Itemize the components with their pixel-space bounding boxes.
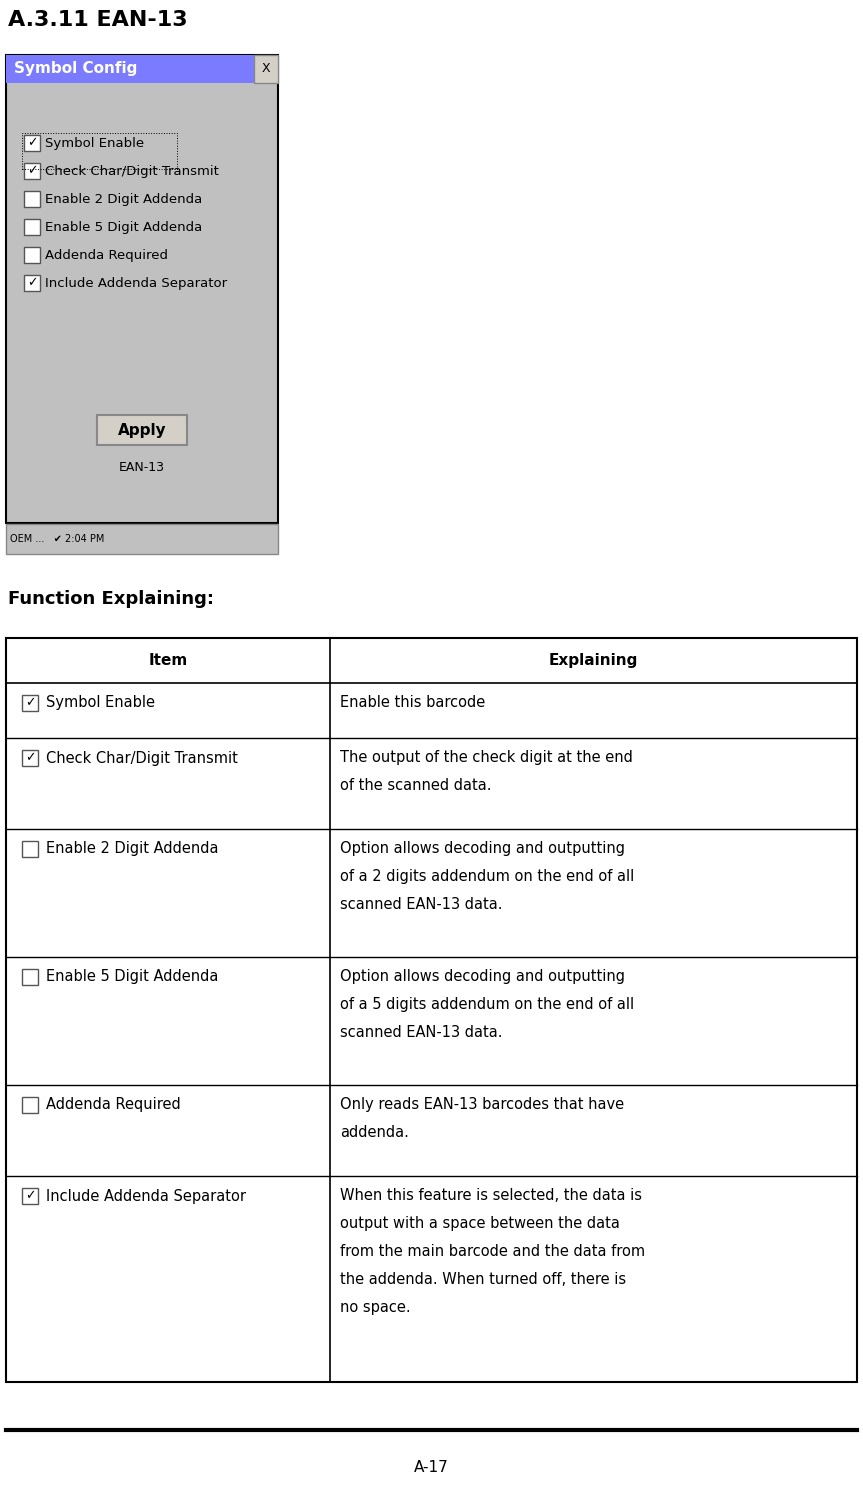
FancyBboxPatch shape xyxy=(22,1097,38,1113)
FancyBboxPatch shape xyxy=(22,841,38,857)
Text: Option allows decoding and outputting: Option allows decoding and outputting xyxy=(340,841,625,856)
FancyBboxPatch shape xyxy=(24,275,40,291)
Text: ✓: ✓ xyxy=(25,697,35,709)
Text: Symbol Enable: Symbol Enable xyxy=(45,137,144,150)
Text: Enable this barcode: Enable this barcode xyxy=(340,695,485,710)
Text: EAN-13: EAN-13 xyxy=(119,462,165,474)
Text: of a 2 digits addendum on the end of all: of a 2 digits addendum on the end of all xyxy=(340,869,634,884)
Text: Include Addenda Separator: Include Addenda Separator xyxy=(46,1189,246,1204)
FancyBboxPatch shape xyxy=(24,163,40,178)
Text: of the scanned data.: of the scanned data. xyxy=(340,779,492,794)
Text: of a 5 digits addendum on the end of all: of a 5 digits addendum on the end of all xyxy=(340,997,634,1012)
Text: Include Addenda Separator: Include Addenda Separator xyxy=(45,276,227,290)
Text: Option allows decoding and outputting: Option allows decoding and outputting xyxy=(340,969,625,984)
Text: Only reads EAN-13 barcodes that have: Only reads EAN-13 barcodes that have xyxy=(340,1097,624,1112)
Text: Enable 5 Digit Addenda: Enable 5 Digit Addenda xyxy=(46,969,218,985)
Text: Apply: Apply xyxy=(117,422,167,437)
FancyBboxPatch shape xyxy=(6,55,278,83)
FancyBboxPatch shape xyxy=(6,55,278,523)
Text: ✓: ✓ xyxy=(25,1189,35,1202)
Text: Function Explaining:: Function Explaining: xyxy=(8,590,214,608)
FancyBboxPatch shape xyxy=(6,525,278,554)
Text: ✓: ✓ xyxy=(27,137,37,150)
Text: A.3.11 EAN-13: A.3.11 EAN-13 xyxy=(8,10,187,30)
Text: addenda.: addenda. xyxy=(340,1125,409,1140)
FancyBboxPatch shape xyxy=(22,1187,38,1204)
Text: ✓: ✓ xyxy=(27,276,37,290)
FancyBboxPatch shape xyxy=(97,415,187,444)
Text: When this feature is selected, the data is: When this feature is selected, the data … xyxy=(340,1187,642,1204)
Text: X: X xyxy=(261,62,270,76)
Text: scanned EAN-13 data.: scanned EAN-13 data. xyxy=(340,1025,502,1040)
FancyBboxPatch shape xyxy=(24,218,40,235)
Text: Addenda Required: Addenda Required xyxy=(46,1098,180,1113)
Text: Check Char/Digit Transmit: Check Char/Digit Transmit xyxy=(46,750,238,765)
Text: Enable 5 Digit Addenda: Enable 5 Digit Addenda xyxy=(45,220,202,233)
Text: Symbol Enable: Symbol Enable xyxy=(46,695,155,710)
Text: the addenda. When turned off, there is: the addenda. When turned off, there is xyxy=(340,1272,627,1287)
FancyBboxPatch shape xyxy=(6,637,857,1382)
Text: Check Char/Digit Transmit: Check Char/Digit Transmit xyxy=(45,165,219,177)
Text: ✓: ✓ xyxy=(25,752,35,764)
FancyBboxPatch shape xyxy=(24,135,40,152)
Text: Addenda Required: Addenda Required xyxy=(45,248,168,262)
Text: from the main barcode and the data from: from the main barcode and the data from xyxy=(340,1244,646,1259)
FancyBboxPatch shape xyxy=(22,695,38,710)
Text: output with a space between the data: output with a space between the data xyxy=(340,1216,620,1230)
Text: ✓: ✓ xyxy=(27,165,37,177)
Text: Explaining: Explaining xyxy=(549,652,638,669)
Text: scanned EAN-13 data.: scanned EAN-13 data. xyxy=(340,898,502,912)
FancyBboxPatch shape xyxy=(22,750,38,765)
FancyBboxPatch shape xyxy=(22,969,38,985)
FancyBboxPatch shape xyxy=(254,55,278,83)
Text: OEM ...   ✔ 2:04 PM: OEM ... ✔ 2:04 PM xyxy=(10,533,104,544)
Text: A-17: A-17 xyxy=(413,1461,449,1476)
Text: Symbol Config: Symbol Config xyxy=(14,61,137,76)
Text: The output of the check digit at the end: The output of the check digit at the end xyxy=(340,750,633,765)
Text: Item: Item xyxy=(148,652,187,669)
Text: Enable 2 Digit Addenda: Enable 2 Digit Addenda xyxy=(46,841,218,856)
FancyBboxPatch shape xyxy=(24,192,40,207)
Text: Enable 2 Digit Addenda: Enable 2 Digit Addenda xyxy=(45,193,202,205)
Text: no space.: no space. xyxy=(340,1300,411,1315)
FancyBboxPatch shape xyxy=(24,247,40,263)
